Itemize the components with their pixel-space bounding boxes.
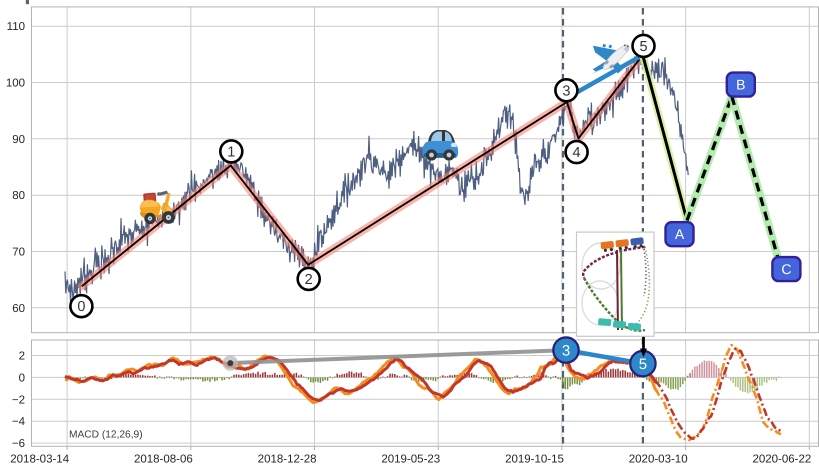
svg-text:2020-03-10: 2020-03-10 bbox=[629, 454, 688, 466]
svg-text:B: B bbox=[736, 77, 745, 93]
svg-text:2: 2 bbox=[19, 351, 25, 363]
svg-text:MACD (12,26,9): MACD (12,26,9) bbox=[69, 430, 143, 441]
svg-text:5: 5 bbox=[639, 39, 647, 55]
svg-text:−2: −2 bbox=[12, 394, 25, 406]
svg-text:0: 0 bbox=[19, 372, 25, 384]
svg-text:3: 3 bbox=[562, 343, 570, 360]
svg-text:110: 110 bbox=[7, 21, 25, 33]
svg-text:2018-03-14: 2018-03-14 bbox=[10, 454, 69, 466]
svg-text:A: A bbox=[675, 226, 685, 242]
svg-text:C: C bbox=[781, 261, 791, 277]
svg-text:1: 1 bbox=[227, 144, 235, 160]
svg-text:60: 60 bbox=[12, 303, 25, 315]
svg-text:−4: −4 bbox=[12, 416, 26, 428]
svg-text:70: 70 bbox=[12, 247, 25, 259]
svg-text:5: 5 bbox=[639, 356, 647, 373]
svg-text:2019-10-15: 2019-10-15 bbox=[505, 454, 564, 466]
svg-text:2019-05-23: 2019-05-23 bbox=[381, 454, 440, 466]
svg-text:2018-08-06: 2018-08-06 bbox=[134, 454, 193, 466]
svg-text:90: 90 bbox=[12, 134, 25, 146]
svg-text:80: 80 bbox=[12, 190, 25, 202]
svg-text:3: 3 bbox=[562, 83, 570, 99]
svg-text:100: 100 bbox=[6, 78, 25, 90]
svg-text:2020-06-22: 2020-06-22 bbox=[752, 454, 811, 466]
svg-text:2018-12-28: 2018-12-28 bbox=[258, 454, 317, 466]
svg-text:−6: −6 bbox=[12, 438, 25, 450]
svg-text:2: 2 bbox=[305, 272, 313, 288]
svg-text:0: 0 bbox=[77, 299, 85, 315]
svg-text:4: 4 bbox=[573, 145, 581, 161]
